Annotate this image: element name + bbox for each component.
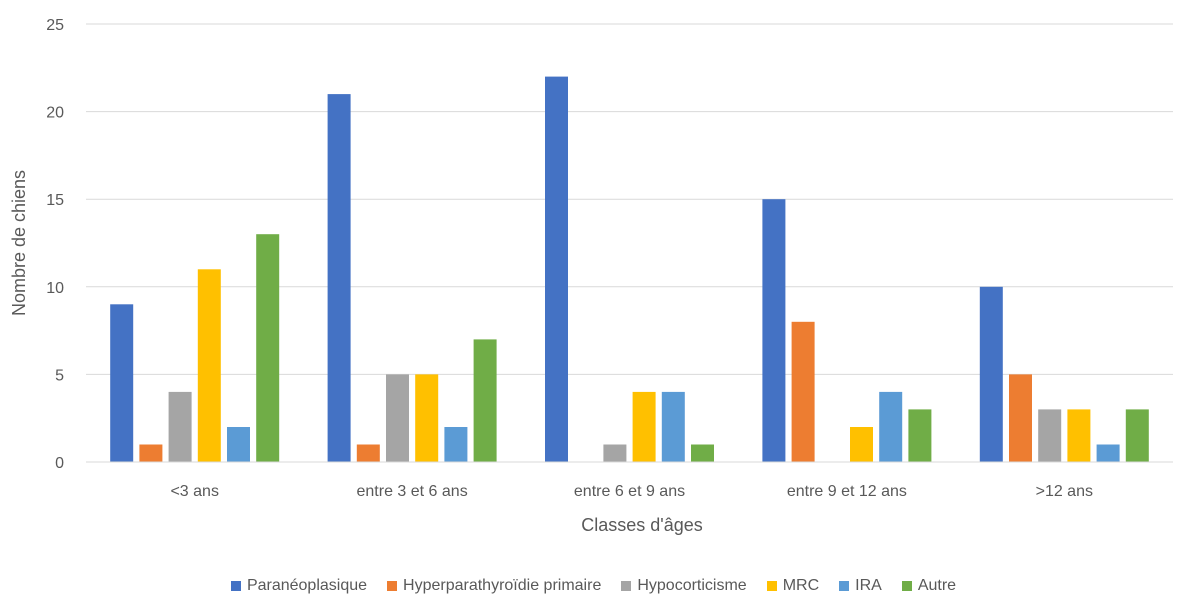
- legend-item: IRA: [839, 577, 882, 595]
- y-tick-label: 15: [46, 192, 64, 209]
- bar-2-0: [545, 76, 568, 462]
- bar-4-4: [1096, 444, 1120, 462]
- legend-item: Paranéoplasique: [230, 577, 368, 595]
- legend-swatch: [901, 581, 912, 591]
- legend-item: Autre: [901, 577, 957, 595]
- x-tick-label: <3 ans: [170, 483, 218, 500]
- legend-item: Hyperparathyroïdie primaire: [387, 577, 601, 595]
- legend-label: Autre: [917, 577, 957, 594]
- y-tick-label: 20: [46, 105, 64, 122]
- bar-1-4: [444, 427, 468, 462]
- legend-swatch: [766, 581, 777, 591]
- bar-0-3: [197, 269, 221, 462]
- bar-4-2: [1038, 409, 1062, 462]
- legend: Paranéoplasique Hyperparathyroïdie primai…: [0, 576, 1187, 596]
- bar-2-2: [603, 444, 627, 462]
- bar-4-3: [1067, 409, 1091, 462]
- y-axis-label: Nombre de chiens: [9, 170, 29, 316]
- bar-4-0: [979, 286, 1003, 462]
- bar-0-4: [227, 427, 250, 462]
- bar-3-5: [908, 409, 932, 462]
- x-tick-label: entre 6 et 9 ans: [574, 483, 685, 500]
- bar-1-0: [327, 94, 351, 462]
- y-tick-label: 5: [55, 367, 64, 384]
- legend-label: MRC: [782, 577, 820, 594]
- bar-0-5: [256, 234, 280, 462]
- bar-0-1: [139, 444, 163, 462]
- bar-3-3: [850, 427, 873, 462]
- x-axis-label: Classes d'âges: [581, 515, 703, 535]
- y-tick-label: 10: [46, 280, 64, 297]
- x-tick-label: entre 3 et 6 ans: [357, 483, 468, 500]
- bar-1-2: [386, 374, 409, 462]
- legend-swatch: [387, 581, 398, 591]
- legend-swatch: [621, 581, 632, 591]
- bar-2-4: [661, 391, 685, 462]
- bar-1-1: [356, 444, 380, 462]
- legend-swatch: [839, 581, 850, 591]
- bar-2-3: [632, 391, 656, 462]
- x-axis-ticks: <3 ans entre 3 et 6 ans entre 6 et 9 ans en…: [170, 483, 1093, 500]
- bar-1-3: [415, 374, 439, 462]
- bar-3-1: [791, 321, 815, 462]
- x-tick-label: entre 9 et 12 ans: [787, 483, 907, 500]
- bars: [110, 76, 1149, 462]
- x-tick-label: >12 ans: [1036, 483, 1093, 500]
- bar-1-5: [473, 339, 497, 462]
- legend-item: Hypocorticisme: [621, 577, 747, 595]
- legend-label: Hyperparathyroïdie primaire: [403, 577, 602, 594]
- legend-label: IRA: [855, 577, 882, 594]
- legend-label: Hypocorticisme: [637, 577, 747, 594]
- bar-4-5: [1125, 409, 1149, 462]
- bar-0-2: [168, 391, 192, 462]
- bar-2-5: [691, 444, 714, 462]
- bar-0-0: [110, 304, 134, 462]
- legend-label: Paranéoplasique: [246, 577, 368, 594]
- y-axis-ticks: 0 5 10 15 20 25: [46, 17, 64, 472]
- bar-4-1: [1009, 374, 1032, 462]
- bar-3-0: [762, 199, 786, 462]
- y-tick-label: 0: [55, 455, 64, 472]
- legend-swatch: [230, 581, 241, 591]
- bar-3-4: [879, 391, 903, 462]
- legend-item: MRC: [766, 577, 820, 595]
- y-tick-label: 25: [46, 17, 64, 34]
- gridlines: [86, 23, 1173, 375]
